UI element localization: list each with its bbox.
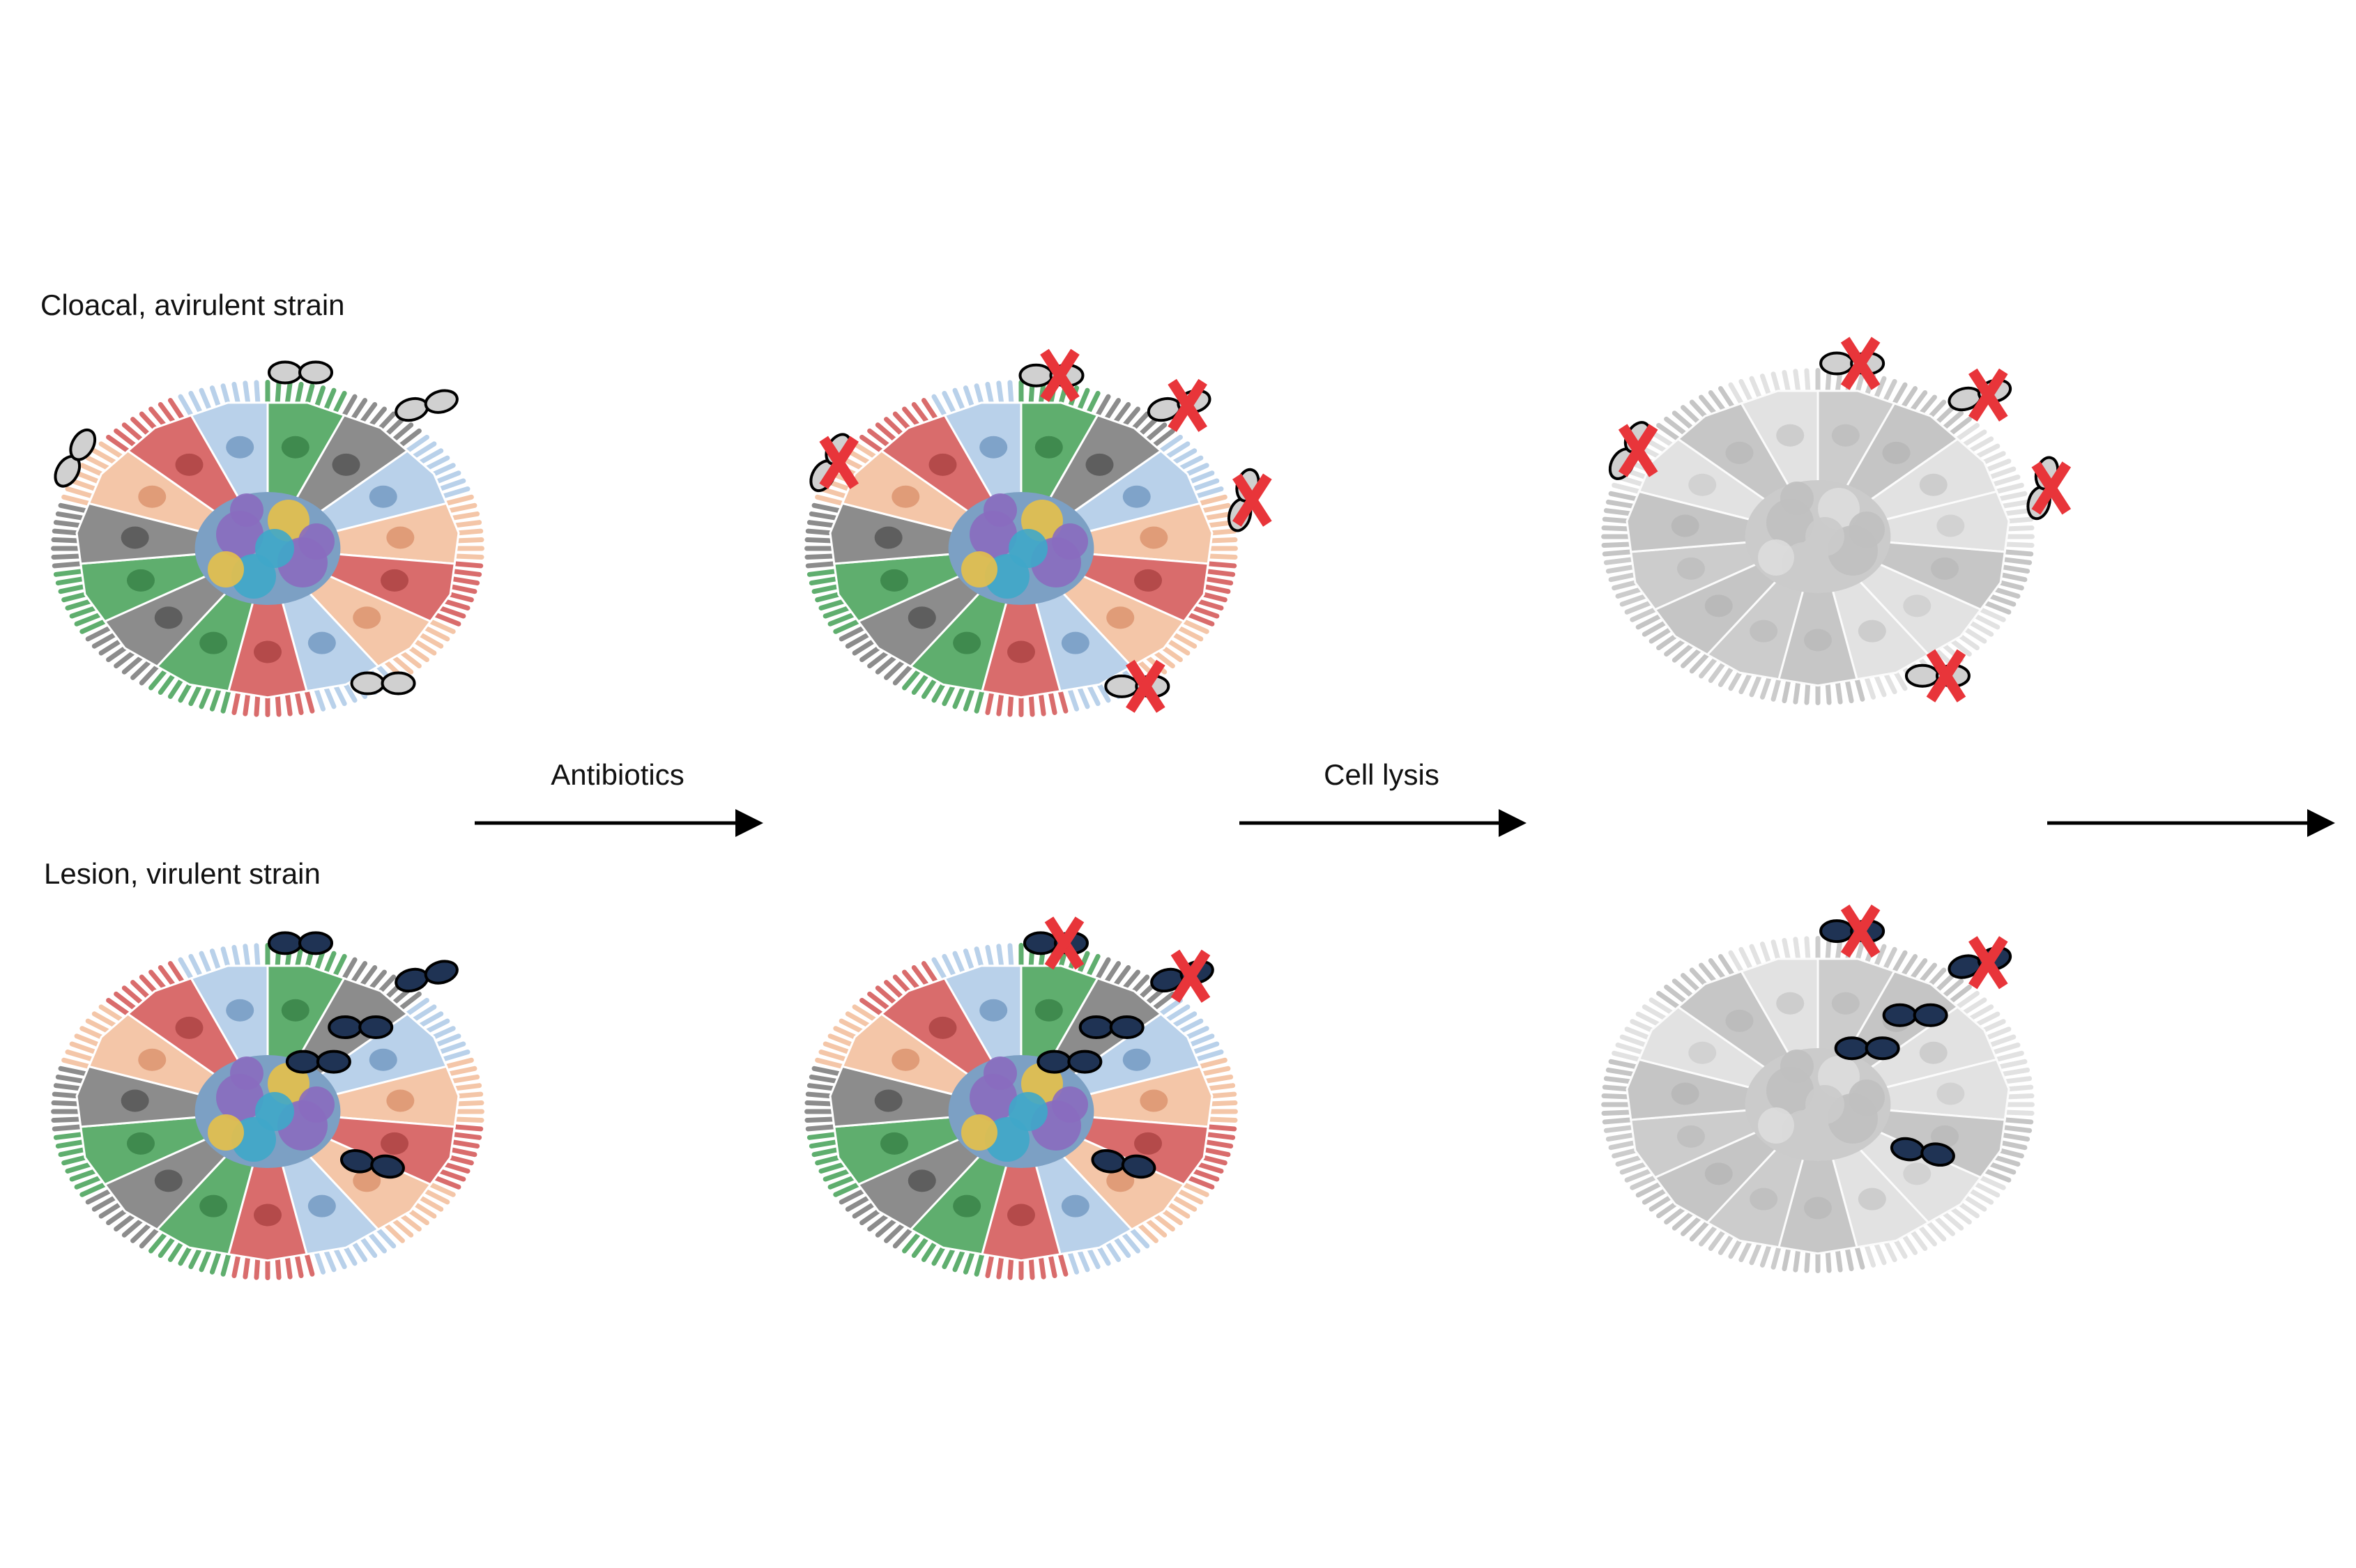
bacterium-cell	[1819, 919, 1855, 944]
bacterium-cell	[381, 671, 416, 695]
cross-stroke	[1840, 337, 1881, 390]
bacterium	[328, 1015, 394, 1040]
organoids	[54, 371, 2033, 1278]
bacterium-cell	[268, 931, 303, 955]
cross-stroke	[1926, 649, 1966, 702]
bacterium-cell	[1067, 1050, 1103, 1074]
step-label: Cell lysis	[1324, 758, 1439, 791]
cross-mark	[1926, 649, 1966, 702]
bacterium-cell	[316, 1050, 351, 1074]
organoid	[1604, 939, 2033, 1271]
bacterium	[339, 1149, 405, 1179]
cross-stroke	[1044, 916, 1085, 970]
bacterium-cell	[1834, 1036, 1869, 1061]
bacterium	[268, 931, 333, 955]
bacterium-cell	[1037, 1050, 1072, 1074]
bacterium-cell	[1819, 351, 1855, 376]
organoid	[54, 383, 482, 715]
bacterium-cell	[1904, 663, 1940, 688]
cross-mark	[1044, 916, 1085, 970]
bacterium-cell	[285, 1050, 321, 1074]
cross-stroke	[1840, 905, 1881, 958]
bacterium-cell	[1913, 1003, 1948, 1027]
cross-stroke	[1968, 936, 2008, 990]
bacterium	[1078, 1015, 1145, 1040]
bacterium	[1834, 1036, 1900, 1061]
cross-mark	[2031, 461, 2072, 515]
bacterium-cell	[424, 960, 459, 985]
bacterium-cell	[268, 360, 303, 385]
bacterium	[1890, 1137, 1955, 1167]
bacterium	[268, 360, 333, 385]
bacterium-cell	[328, 1015, 363, 1040]
cross-mark	[1040, 348, 1080, 402]
organoid	[54, 946, 482, 1278]
cross-stroke	[1968, 368, 2008, 422]
bacterium	[395, 960, 459, 993]
cross-stroke	[1618, 424, 1658, 477]
row-label: Cloacal, avirulent strain	[40, 289, 345, 321]
cross-stroke	[1168, 378, 1207, 432]
bacterium-cell	[358, 1015, 394, 1040]
bacterium	[285, 1050, 351, 1074]
bacterium-cell	[1920, 1142, 1955, 1167]
bacterium-cell	[350, 671, 385, 695]
bacterium-cell	[1109, 1015, 1145, 1040]
cross-mark	[1968, 368, 2008, 422]
bacterium-cell	[395, 967, 429, 993]
bacterium-cell	[424, 389, 459, 414]
cross-mark	[1618, 424, 1658, 477]
cross-stroke	[1170, 949, 1211, 1003]
cross-stroke	[1232, 473, 1272, 527]
step-label: Antibiotics	[551, 758, 684, 791]
bacterium	[1882, 1003, 1948, 1027]
cross-mark	[1232, 473, 1272, 527]
bacterium	[54, 428, 97, 488]
bacterium-cell	[298, 931, 333, 955]
bacterium	[395, 389, 459, 422]
bacterium-cell	[1078, 1015, 1114, 1040]
bacterium	[350, 671, 416, 695]
bacterium-cell	[1882, 1003, 1918, 1027]
bacterium-cell	[370, 1154, 405, 1179]
cross-stroke	[2031, 461, 2072, 515]
bacterium-cell	[1121, 1154, 1156, 1179]
bacterium	[1091, 1149, 1156, 1179]
cross-mark	[1168, 378, 1207, 432]
bacterium-cell	[69, 428, 97, 461]
cross-mark	[1968, 936, 2008, 990]
organoid	[807, 383, 1236, 715]
cross-mark	[1170, 949, 1211, 1003]
bacterium-cell	[1018, 363, 1054, 387]
cross-stroke	[1126, 659, 1165, 713]
bacterium	[1037, 1050, 1103, 1074]
bacterium-cell	[298, 360, 333, 385]
cross-mark	[1840, 337, 1881, 390]
cross-mark	[1840, 905, 1881, 958]
row-label: Lesion, virulent strain	[44, 857, 321, 890]
bacterium-cell	[1865, 1036, 1900, 1061]
bacterium-cell	[1104, 674, 1140, 698]
cross-stroke	[819, 436, 859, 489]
bacteria	[54, 337, 2072, 1179]
cross-mark	[819, 436, 859, 489]
bacterium-cell	[1023, 931, 1058, 955]
organoid	[1604, 371, 2033, 703]
cross-mark	[1126, 659, 1165, 713]
organoid	[807, 946, 1236, 1278]
cross-stroke	[1040, 348, 1080, 402]
